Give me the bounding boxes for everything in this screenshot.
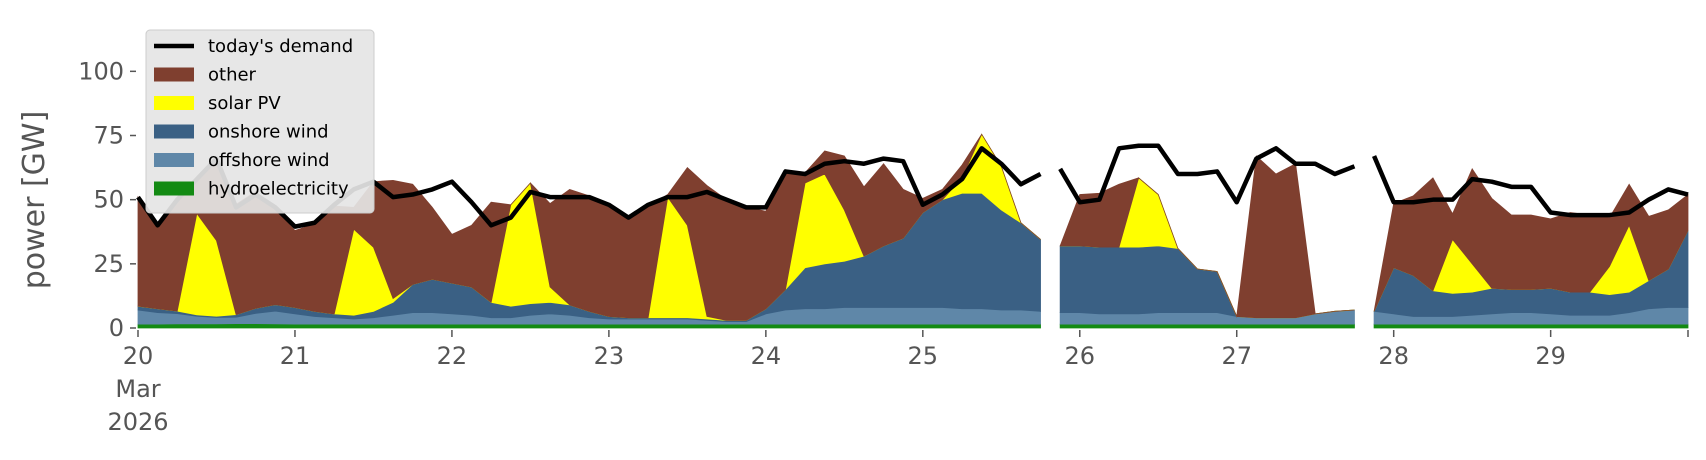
legend-swatch-solar [154,96,194,110]
legend-label-onshore: onshore wind [208,122,329,143]
x-tick-label: 23 [594,342,625,370]
legend-swatch-offshore [154,153,194,167]
legend-swatch-onshore [154,124,194,139]
x-tick-label: 22 [437,342,468,370]
x-tick-label: 26 [1064,342,1095,370]
demand-line-layer [136,143,1689,229]
demand-line-segment-2 [1058,143,1356,205]
y-tick-label: 50 [93,186,124,214]
y-axis-title: power [GW] [17,111,52,290]
y-axis: 0 25 50 75 100 [78,57,136,342]
area-hydro [137,323,1689,329]
demand-line-segment-1 [136,146,1042,229]
x-axis: 20 21 22 23 24 25 26 27 28 29 Mar 2026 [107,330,1689,436]
legend-label-hydro: hydroelectricity [208,179,349,200]
x-tick-sublabel: 2026 [107,408,168,436]
legend-box [145,29,375,214]
legend-label-offshore: offshore wind [208,150,330,171]
x-tick-sublabel: Mar [115,375,160,403]
y-tick-label: 75 [93,122,124,150]
stacked-areas [137,133,1689,329]
x-tick-label: 27 [1221,342,1252,370]
x-tick-label: 29 [1535,342,1566,370]
area-other [137,133,1689,321]
x-tick-label: 28 [1378,342,1409,370]
y-tick-label: 0 [109,314,124,342]
x-tick-label: 25 [908,342,939,370]
y-tick-label: 25 [93,250,124,278]
x-tick-label: 20 [123,342,154,370]
demand-line-segment-3 [1372,155,1689,218]
legend-label-demand: today's demand [208,36,353,57]
y-tick-label: 100 [78,57,124,85]
legend-swatch-other [154,67,194,82]
legend-swatch-hydro [154,181,194,196]
x-tick-label: 24 [751,342,782,370]
x-tick-label: 21 [280,342,311,370]
legend-label-other: other [208,65,257,86]
legend-label-solar: solar PV [208,93,281,114]
legend: today's demand other solar PV onshore wind o… [145,29,375,214]
